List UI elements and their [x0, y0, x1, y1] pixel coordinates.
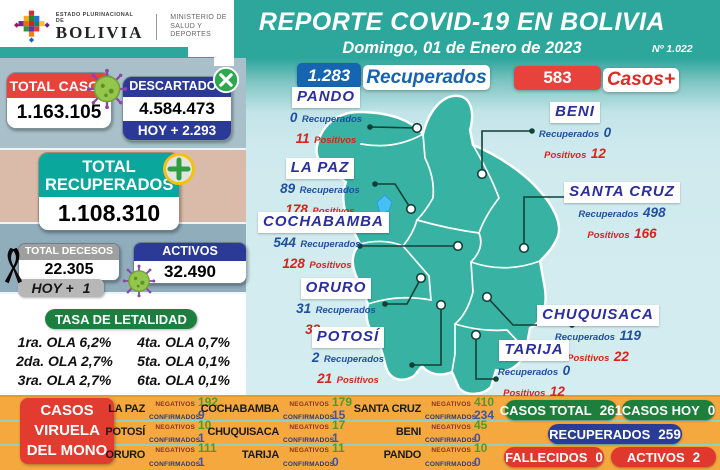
monkeypox-entry-chuquisaca: CHUQUISACA NEGATIVOS 17 CONFIRMADOS 1	[207, 417, 346, 446]
dept-name: COCHABAMBA	[258, 212, 389, 233]
monkeypox-entry-oruro: ORURO NEGATIVOS 111 CONFIRMADOS 1	[105, 441, 217, 469]
page-title: REPORTE COVID-19 EN BOLIVIA	[258, 8, 666, 36]
dept-name: SANTA CRUZ	[564, 182, 680, 203]
dept-name: POTOSÍ	[311, 327, 385, 348]
lethality-wave-2: 2da. OLA 2,7%	[16, 353, 113, 369]
x-circle-icon	[212, 66, 240, 94]
lethality-wave-6: 6ta. OLA 0,1%	[137, 372, 230, 388]
deaths-today-value: 1	[82, 280, 91, 296]
report-number: Nº 1.022	[652, 43, 693, 55]
dept-name: PANDO	[291, 87, 361, 108]
total-recovered-value: 1.108.310	[39, 197, 179, 231]
deaths-today: HOY + 1	[18, 279, 104, 297]
lethality-wave-5: 5ta. OLA 0,1%	[137, 353, 230, 369]
monkeypox-today-pill: CASOS HOY 0	[622, 400, 715, 420]
band-divider	[0, 444, 720, 446]
dept-name: TARIJA	[499, 340, 569, 361]
monkeypox-recovered-pill: RECUPERADOS 259	[548, 424, 682, 444]
map-label-beni: BENI Recuperados 0 Positivos 12	[538, 102, 612, 161]
virus-icon	[122, 264, 156, 298]
monkeypox-entry-pando: PANDO NEGATIVOS 10 CONFIRMADOS 0	[383, 441, 488, 469]
monkeypox-title: CASOS VIRUELA DEL MONO	[20, 398, 114, 464]
dept-name: LA PAZ	[285, 158, 355, 179]
monkeypox-entry-cochabamba: COCHABAMBA NEGATIVOS 179 CONFIRMADOS 15	[200, 394, 353, 423]
map-label-chuquisaca: CHUQUISACA Recuperados 119 Positivos 22	[532, 305, 664, 367]
virus-icon	[86, 68, 128, 110]
lethality-rates: 1ra. OLA 6,2% 4ta. OLA 0,7% 2da. OLA 2,7…	[6, 334, 242, 388]
monkeypox-table: LA PAZ NEGATIVOS 192 CONFIRMADOS 9 COCHABA…	[105, 394, 502, 469]
department-borders	[359, 133, 541, 373]
active-value: 32.490	[134, 260, 246, 283]
map-label-potosi: POTOSÍ 2 Recuperados 21 Positivos	[311, 327, 385, 386]
discarded-value: 4.584.473	[123, 96, 231, 121]
dept-name: ORURO	[300, 278, 372, 299]
total-recovered-card: TOTAL RECUPERADOS 1.108.310	[38, 152, 180, 232]
daily-cases-value: 583	[514, 66, 601, 90]
state-label: ESTADO PLURINACIONAL DE	[55, 12, 134, 24]
department-dots	[405, 122, 530, 341]
monkeypox-total-pill: CASOS TOTAL 261	[500, 400, 622, 420]
total-recovered-label: TOTAL RECUPERADOS	[39, 153, 179, 198]
monkeypox-active-pill: ACTIVOS 2	[611, 447, 716, 467]
monkeypox-entry-santa-cruz: SANTA CRUZ NEGATIVOS 410 CONFIRMADOS 234	[353, 394, 495, 423]
monkeypox-entry-beni: BENI NEGATIVOS 45 CONFIRMADOS 0	[395, 417, 488, 446]
discarded-today: HOY + 2.293	[123, 120, 231, 140]
total-deaths-label: TOTAL DECESOS	[19, 244, 119, 260]
report-date: Domingo, 01 de Enero de 2023	[342, 39, 582, 57]
report-title-block: REPORTE COVID-19 EN BOLIVIA Domingo, 01 …	[246, 8, 678, 58]
band-divider	[0, 420, 720, 422]
map-label-cochabamba: COCHABAMBA 544 Recuperados 128 Positivos	[258, 212, 389, 274]
header-logo-area: ESTADO PLURINACIONAL DE BOLIVIA MINISTER…	[0, 0, 234, 66]
dept-name: CHUQUISACA	[537, 305, 659, 326]
daily-recovered-label: Recuperados	[363, 65, 490, 90]
dept-name: BENI	[550, 102, 600, 123]
discarded-card: DESCARTADOS 4.584.473 HOY + 2.293	[122, 76, 232, 141]
deaths-today-label: HOY +	[31, 280, 74, 296]
active-cases-card: ACTIVOS 32.490	[133, 242, 247, 284]
total-deaths-card: TOTAL DECESOS 22.305	[18, 243, 120, 281]
daily-cases-label: Casos+	[603, 68, 679, 92]
monkeypox-entry-tarija: TARIJA NEGATIVOS 11 CONFIRMADOS 0	[241, 441, 345, 469]
monkeypox-entry-la-paz: LA PAZ NEGATIVOS 192 CONFIRMADOS 9	[108, 394, 219, 423]
discarded-label: DESCARTADOS	[123, 77, 231, 97]
map-label-pando: PANDO 0 Recuperados 11 Positivos	[289, 87, 363, 146]
bolivia-coat-of-arms-icon	[14, 10, 50, 43]
ministry-name: MINISTERIO DE SALUD Y DEPORTES	[170, 13, 227, 39]
lethality-wave-4: 4ta. OLA 0,7%	[137, 334, 230, 350]
daily-recovered-value: 1.283	[297, 63, 361, 89]
state-name: BOLIVIA	[55, 23, 144, 42]
lethality-rate-title: TASA DE LETALIDAD	[45, 309, 197, 329]
active-label: ACTIVOS	[134, 243, 246, 261]
map-label-santa-cruz: SANTA CRUZ Recuperados 498 Positivos 166	[552, 182, 692, 244]
total-cases-label: TOTAL CASOS	[7, 73, 111, 99]
total-deaths-value: 22.305	[19, 259, 119, 280]
monkeypox-deaths-pill: FALLECIDOS 0	[504, 447, 604, 467]
state-wordmark: ESTADO PLURINACIONAL DE BOLIVIA	[55, 12, 144, 42]
lethality-wave-3: 3ra. OLA 2,7%	[17, 372, 112, 388]
map-label-tarija: TARIJA Recuperados 0 Positivos 12	[497, 340, 571, 399]
plus-circle-icon	[163, 153, 195, 185]
logo-divider	[156, 14, 158, 40]
mourning-ribbon-icon	[4, 247, 23, 284]
lethality-wave-1: 1ra. OLA 6,2%	[17, 334, 112, 350]
monkeypox-entry-potosi: POTOSÍ NEGATIVOS 10 CONFIRMADOS 1	[105, 417, 212, 446]
